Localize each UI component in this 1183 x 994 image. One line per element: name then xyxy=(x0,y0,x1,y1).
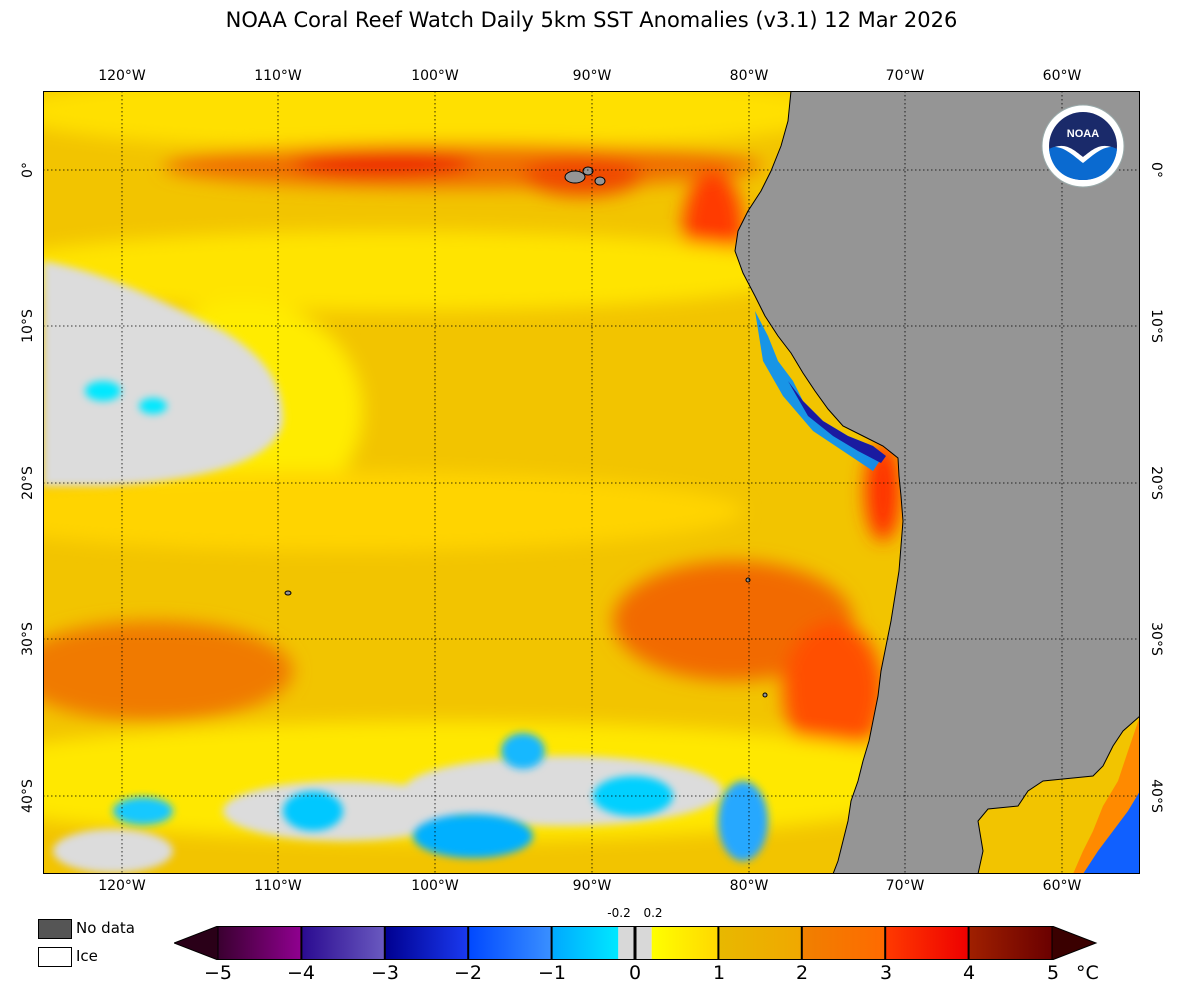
coastal-cold-band xyxy=(788,381,886,463)
colorbar-frame xyxy=(217,926,1053,960)
lon-label-top-60w: 60°W xyxy=(1042,68,1082,84)
lon-label-bottom-110w: 110°W xyxy=(254,878,302,894)
lon-label-bottom-70w: 70°W xyxy=(885,878,925,894)
colorbar-tick-4: 4 xyxy=(962,962,976,984)
colorbar-tick-minus-0.2: -0.2 xyxy=(607,906,631,920)
colorbar-band xyxy=(468,926,552,960)
island-small-3 xyxy=(762,692,768,698)
noaa-logo: NOAA xyxy=(1041,104,1125,188)
anomaly-yellow-band-5s xyxy=(43,231,813,311)
no-data-swatch xyxy=(38,919,72,939)
colorbar-tick-minus-3: −3 xyxy=(370,962,400,984)
lon-label-top-70w: 70°W xyxy=(885,68,925,84)
neutral-region-south-3 xyxy=(53,829,173,873)
colorbar-tick-minus-5: −5 xyxy=(203,962,233,984)
anomaly-band-20s xyxy=(43,471,743,551)
lat-label-left-40s: 40°S xyxy=(20,779,36,813)
colorbar-unit: °C xyxy=(1076,962,1099,984)
cool-patch-west-2 xyxy=(139,398,167,414)
cool-patch-south-4 xyxy=(718,781,768,861)
lon-label-top-110w: 110°W xyxy=(254,68,302,84)
lon-label-top-90w: 90°W xyxy=(572,68,612,84)
colorbar-tick-plus-0.2: 0.2 xyxy=(643,906,663,920)
galapagos-island-1 xyxy=(564,170,586,184)
lat-label-right-20s: 20°S xyxy=(1148,466,1164,500)
lat-label-right-10s: 10°S xyxy=(1148,309,1164,343)
lon-label-bottom-60w: 60°W xyxy=(1042,878,1082,894)
colorbar-band xyxy=(885,926,969,960)
colorbar-band xyxy=(651,926,719,960)
lon-label-bottom-90w: 90°W xyxy=(572,878,612,894)
colorbar-tick-minus-1: −1 xyxy=(537,962,567,984)
lon-label-top-80w: 80°W xyxy=(729,68,769,84)
lon-label-bottom-100w: 100°W xyxy=(411,878,459,894)
south-america-land xyxy=(734,91,1140,874)
island-small-2 xyxy=(745,577,751,583)
cool-patch-south-2 xyxy=(501,733,545,769)
lon-label-top-120w: 120°W xyxy=(98,68,146,84)
galapagos-island-2 xyxy=(582,166,594,176)
colorbar-band xyxy=(301,926,385,960)
ice-label: Ice xyxy=(76,947,98,965)
colorbar-band xyxy=(718,926,802,960)
colorbar-band xyxy=(551,926,619,960)
lat-label-left-30s: 30°S xyxy=(20,622,36,656)
lat-label-left-10s: 10°S xyxy=(20,309,36,343)
anomaly-hot-equatorial xyxy=(293,149,473,177)
colorbar-band xyxy=(801,926,886,960)
ice-swatch xyxy=(38,947,72,967)
lon-label-top-100w: 100°W xyxy=(411,68,459,84)
lon-label-bottom-120w: 120°W xyxy=(98,878,146,894)
anomaly-band-yellow-north xyxy=(43,91,843,151)
lat-label-right-40s: 40°S xyxy=(1148,779,1164,813)
cool-patch-south-3 xyxy=(413,814,533,858)
anomaly-hot-coastal-30s xyxy=(783,621,883,761)
noaa-logo-text: NOAA xyxy=(1067,128,1099,140)
lat-label-right-0: 0° xyxy=(1148,162,1164,178)
map-frame xyxy=(43,91,1140,874)
colorbar-band xyxy=(968,926,1052,960)
colorbar-extend-low xyxy=(174,926,219,960)
colorbar-band xyxy=(218,926,302,960)
map-title: NOAA Coral Reef Watch Daily 5km SST Anom… xyxy=(225,8,958,32)
lat-label-left-0: 0° xyxy=(20,162,36,178)
island-small-1 xyxy=(284,590,292,596)
colorbar-tick-2: 2 xyxy=(795,962,809,984)
lon-label-bottom-80w: 80°W xyxy=(729,878,769,894)
lat-label-right-30s: 30°S xyxy=(1148,622,1164,656)
colorbar xyxy=(174,926,1098,960)
anomaly-hot-southwest xyxy=(43,621,293,721)
colorbar-extend-high xyxy=(1051,926,1098,960)
lat-label-left-20s: 20°S xyxy=(20,466,36,500)
colorbar-tick-minus-2: −2 xyxy=(453,962,483,984)
colorbar-tick-minus-4: −4 xyxy=(286,962,316,984)
cool-patch-south-1 xyxy=(283,791,343,831)
no-data-label: No data xyxy=(76,919,135,937)
cool-patch-south-5 xyxy=(113,797,173,825)
colorbar-tick-1: 1 xyxy=(712,962,726,984)
galapagos-island-3 xyxy=(594,176,606,186)
atlantic-cool-se xyxy=(1083,791,1140,874)
colorbar-tick-3: 3 xyxy=(879,962,893,984)
cool-patch-west-1 xyxy=(85,381,121,401)
colorbar-band xyxy=(384,926,469,960)
neutral-region-west xyxy=(43,261,283,486)
colorbar-tick-5: 5 xyxy=(1046,962,1060,984)
colorbar-tick-0: 0 xyxy=(628,962,642,984)
neutral-region-south-2 xyxy=(403,756,723,826)
cool-patch-south-6 xyxy=(593,776,673,816)
sst-anomaly-map: NOAA xyxy=(43,91,1140,874)
